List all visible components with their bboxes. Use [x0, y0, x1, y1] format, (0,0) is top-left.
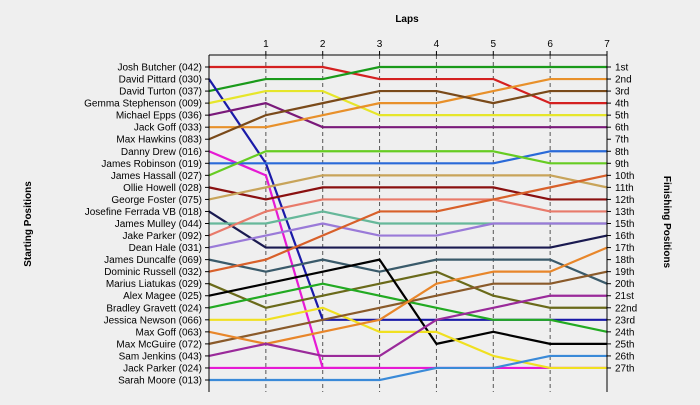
finish-label: 12th: [615, 195, 634, 206]
finish-label: 2nd: [615, 75, 632, 86]
y-axis-label-right: Finishing Positions: [661, 176, 672, 269]
axes-layer: Josh Butcher (042) David Turton (037)Davi…: [84, 39, 637, 392]
start-label: Jake Parker (092): [123, 231, 202, 242]
series-line: [209, 150, 607, 165]
y-axis-label-left: Starting Positions: [23, 181, 34, 267]
series-line: [208, 89, 607, 117]
series-line: [208, 258, 608, 285]
series-line: [208, 174, 608, 273]
start-label: David Turton (037): [119, 87, 202, 98]
finish-label: 19th: [615, 267, 634, 278]
start-label: Josh Butcher (042): [118, 63, 203, 74]
finish-label: 11th: [615, 183, 634, 194]
series-line: [208, 150, 607, 177]
finish-label: 10th: [615, 171, 634, 182]
series-line: [208, 174, 608, 201]
start-label: Danny Drew (016): [121, 147, 202, 158]
series-line: [208, 222, 607, 249]
finish-label: 25th: [615, 339, 634, 350]
finish-label: 18th: [615, 255, 634, 266]
start-label: James Mulley (044): [115, 219, 202, 230]
start-label: Dean Hale (031): [129, 243, 202, 254]
series-layer: [208, 65, 608, 382]
series-line: [208, 294, 607, 358]
start-label: Michael Epps (036): [116, 111, 202, 122]
finish-label: 23rd: [615, 315, 635, 326]
series-line: [208, 246, 608, 345]
start-label: Max McGuire (072): [116, 339, 202, 350]
series-line: [209, 77, 607, 129]
finish-label: 15th: [615, 219, 634, 230]
finish-label: 13th: [615, 207, 634, 218]
start-label: Max Goff (063): [135, 327, 202, 338]
finish-label: 3rd: [615, 87, 629, 98]
series-line: [208, 198, 607, 237]
start-label: Dominic Russell (032): [104, 267, 202, 278]
finish-label: 4th: [615, 99, 629, 110]
finish-label: 8th: [615, 147, 629, 158]
x-tick-label: 3: [377, 39, 383, 50]
start-label: Jessica Newson (066): [104, 315, 202, 326]
finish-label: 9th: [615, 159, 629, 170]
x-tick-label: 1: [263, 39, 269, 50]
series-line: [209, 354, 607, 382]
start-label: Jack Parker (024): [123, 363, 202, 374]
finish-label: 22nd: [615, 303, 637, 314]
start-label: Sam Jenkins (043): [119, 351, 202, 362]
x-tick-label: 7: [604, 39, 610, 50]
start-label: David Pittard (030): [119, 75, 202, 86]
start-label: Gemma Stephenson (009): [84, 99, 202, 110]
start-label: George Foster (075): [111, 195, 202, 206]
start-label: Jack Goff (033): [134, 123, 202, 134]
finish-label: 6th: [615, 123, 629, 134]
series-line: [208, 89, 607, 141]
series-line: [208, 102, 607, 129]
finish-label: 24th: [615, 327, 634, 338]
series-line: [209, 65, 607, 105]
finish-label: 17th: [615, 243, 634, 254]
finish-label: 26th: [615, 351, 634, 362]
series-line: [208, 210, 608, 249]
start-label: Sarah Moore (013): [118, 376, 202, 387]
series-line: [208, 65, 607, 93]
finish-label: 27th: [615, 363, 634, 374]
start-label: James Hassall (027): [111, 171, 202, 182]
x-tick-label: 2: [320, 39, 326, 50]
x-tick-label: 4: [434, 39, 440, 50]
series-line: [208, 270, 607, 309]
series-line: [208, 186, 607, 201]
start-label: Bradley Gravett (024): [106, 303, 202, 314]
x-tick-label: 5: [491, 39, 497, 50]
start-label: Josefine Ferrada VB (018): [85, 207, 202, 218]
series-line: [209, 210, 607, 225]
start-label: Ollie Howell (028): [123, 183, 202, 194]
start-label: Alex Magee (025): [123, 291, 202, 302]
start-label: Max Hawkins (083): [116, 135, 202, 146]
start-label: James Duncalfe (069): [104, 255, 202, 266]
series-line: [209, 306, 607, 370]
finish-label: 21st: [615, 291, 634, 302]
chart-title: Laps: [395, 14, 419, 25]
finish-label: 20th: [615, 279, 634, 290]
finish-label: 7th: [615, 135, 629, 146]
finish-label: 16th: [615, 231, 634, 242]
start-label: James Robinson (019): [101, 159, 202, 170]
start-label: Marius Liatukas (029): [106, 279, 202, 290]
series-line: [208, 150, 607, 370]
finish-label: 1st: [615, 63, 629, 74]
x-tick-label: 6: [547, 39, 553, 50]
finish-label: 5th: [615, 111, 629, 122]
